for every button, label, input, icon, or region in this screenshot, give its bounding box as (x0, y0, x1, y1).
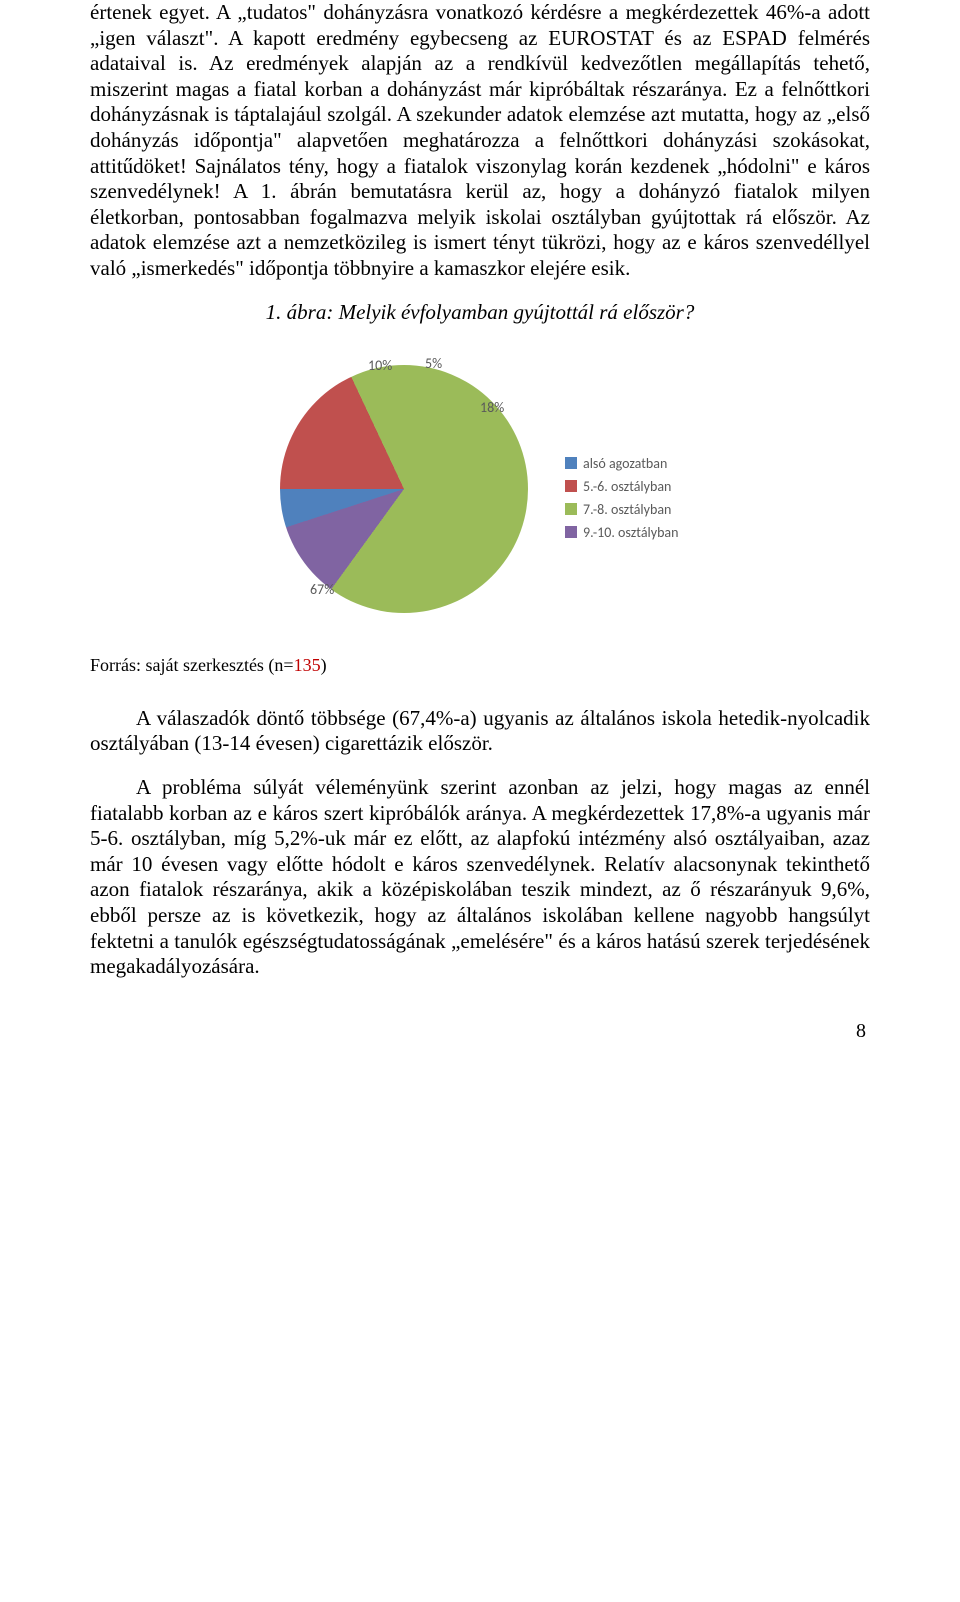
paragraph-2: A válaszadók döntő többsége (67,4%-a) ug… (90, 706, 870, 757)
legend-label: 5.-6. osztályban (583, 478, 671, 495)
paragraph-1: értenek egyet. A „tudatos" dohányzásra v… (90, 0, 870, 282)
legend-swatch (565, 457, 577, 469)
pie-slice-label: 67% (310, 581, 334, 598)
legend-item: alsó agozatban (565, 455, 679, 472)
legend-label: 7.-8. osztályban (583, 501, 671, 518)
legend-item: 5.-6. osztályban (565, 478, 679, 495)
legend-item: 7.-8. osztályban (565, 501, 679, 518)
pie-chart: 5% 18% 67% 10% alsó agozatban 5.-6. osztályb… (220, 355, 740, 625)
document-page: értenek egyet. A „tudatos" dohányzásra v… (0, 0, 960, 1083)
page-number: 8 (90, 1020, 870, 1043)
figure-title: 1. ábra: Melyik évfolyamban gyújtottál r… (90, 300, 870, 325)
chart-container: 5% 18% 67% 10% alsó agozatban 5.-6. osztályb… (90, 355, 870, 625)
legend-label: alsó agozatban (583, 455, 667, 472)
paragraph-3: A probléma súlyát véleményünk szerint az… (90, 775, 870, 980)
pie-slice-label: 5% (425, 355, 442, 372)
source-n: 135 (294, 655, 321, 675)
legend-label: 9.-10. osztályban (583, 524, 679, 541)
pie-slice-label: 18% (480, 399, 504, 416)
pie-slice-label: 10% (368, 357, 392, 374)
legend-item: 9.-10. osztályban (565, 524, 679, 541)
chart-legend: alsó agozatban 5.-6. osztályban 7.-8. oszt… (565, 455, 679, 547)
source-suffix: ) (321, 655, 327, 675)
source-prefix: Forrás: saját szerkesztés (n= (90, 655, 294, 675)
source-line: Forrás: saját szerkesztés (n=135) (90, 655, 870, 676)
legend-swatch (565, 526, 577, 538)
legend-swatch (565, 480, 577, 492)
legend-swatch (565, 503, 577, 515)
